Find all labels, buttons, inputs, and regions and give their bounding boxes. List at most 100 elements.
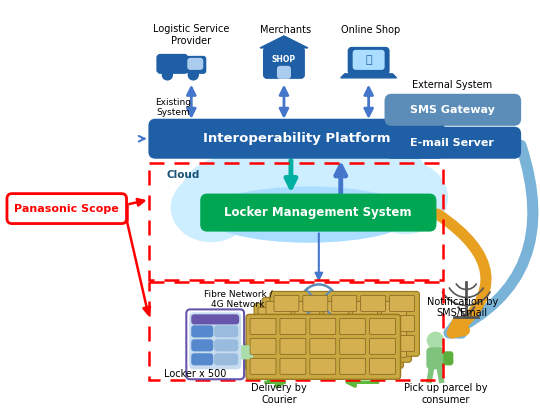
FancyBboxPatch shape <box>332 315 357 331</box>
Text: SHOP: SHOP <box>272 55 296 64</box>
FancyBboxPatch shape <box>258 327 283 344</box>
Ellipse shape <box>291 136 401 220</box>
FancyBboxPatch shape <box>274 335 299 351</box>
FancyBboxPatch shape <box>374 347 399 363</box>
FancyBboxPatch shape <box>361 295 386 311</box>
Text: Notification by
SMS/Email: Notification by SMS/Email <box>427 297 498 318</box>
Text: External System: External System <box>412 80 492 90</box>
FancyBboxPatch shape <box>201 195 435 231</box>
Ellipse shape <box>209 165 408 235</box>
FancyBboxPatch shape <box>303 315 328 331</box>
FancyBboxPatch shape <box>353 302 377 317</box>
FancyBboxPatch shape <box>303 295 328 311</box>
FancyBboxPatch shape <box>324 322 349 337</box>
FancyBboxPatch shape <box>186 309 244 379</box>
FancyBboxPatch shape <box>7 194 126 224</box>
FancyBboxPatch shape <box>310 318 336 334</box>
FancyBboxPatch shape <box>316 347 341 363</box>
FancyBboxPatch shape <box>370 318 395 334</box>
Text: Delivery by
Courier: Delivery by Courier <box>251 384 307 405</box>
FancyBboxPatch shape <box>389 295 415 311</box>
FancyBboxPatch shape <box>353 341 377 357</box>
FancyBboxPatch shape <box>345 307 370 324</box>
FancyBboxPatch shape <box>287 307 312 324</box>
Bar <box>150 282 443 380</box>
FancyBboxPatch shape <box>370 358 395 374</box>
FancyBboxPatch shape <box>233 344 255 362</box>
FancyBboxPatch shape <box>215 340 237 350</box>
FancyBboxPatch shape <box>266 302 291 317</box>
Circle shape <box>268 333 284 348</box>
FancyBboxPatch shape <box>345 327 370 344</box>
FancyBboxPatch shape <box>192 326 212 336</box>
FancyBboxPatch shape <box>274 295 299 311</box>
FancyBboxPatch shape <box>310 358 336 374</box>
FancyBboxPatch shape <box>354 51 383 69</box>
FancyBboxPatch shape <box>349 48 389 74</box>
FancyBboxPatch shape <box>266 322 291 337</box>
Text: Online Shop: Online Shop <box>341 25 400 35</box>
FancyBboxPatch shape <box>280 318 306 334</box>
Ellipse shape <box>248 131 363 219</box>
FancyBboxPatch shape <box>340 358 366 374</box>
FancyBboxPatch shape <box>188 59 202 69</box>
FancyBboxPatch shape <box>382 322 407 337</box>
Circle shape <box>188 70 198 80</box>
FancyBboxPatch shape <box>374 327 399 344</box>
FancyBboxPatch shape <box>345 347 370 363</box>
FancyBboxPatch shape <box>361 335 386 351</box>
FancyBboxPatch shape <box>268 348 284 368</box>
Text: Logistic Service
Provider: Logistic Service Provider <box>153 24 230 46</box>
FancyBboxPatch shape <box>215 326 237 336</box>
Text: SMS Gateway: SMS Gateway <box>410 105 495 115</box>
Text: Locker Management System: Locker Management System <box>224 206 411 219</box>
FancyBboxPatch shape <box>316 307 341 324</box>
Ellipse shape <box>181 157 281 233</box>
Circle shape <box>301 284 337 320</box>
FancyBboxPatch shape <box>250 358 276 374</box>
Ellipse shape <box>204 187 414 242</box>
Text: E-mail Server: E-mail Server <box>410 138 494 148</box>
FancyBboxPatch shape <box>287 327 312 344</box>
FancyBboxPatch shape <box>254 304 403 368</box>
FancyBboxPatch shape <box>192 340 212 350</box>
FancyBboxPatch shape <box>278 67 290 78</box>
FancyBboxPatch shape <box>361 315 386 331</box>
FancyBboxPatch shape <box>158 55 187 73</box>
Circle shape <box>197 358 209 370</box>
Text: Locker x 500: Locker x 500 <box>164 369 226 379</box>
FancyBboxPatch shape <box>316 327 341 344</box>
FancyBboxPatch shape <box>332 335 357 351</box>
FancyBboxPatch shape <box>324 302 349 317</box>
FancyBboxPatch shape <box>262 297 411 362</box>
Ellipse shape <box>363 162 447 233</box>
FancyBboxPatch shape <box>428 348 443 368</box>
FancyBboxPatch shape <box>374 307 399 324</box>
Text: Interoperability Platform: Interoperability Platform <box>203 132 390 145</box>
FancyBboxPatch shape <box>192 315 238 324</box>
Bar <box>150 163 443 280</box>
Polygon shape <box>341 74 396 78</box>
FancyBboxPatch shape <box>303 335 328 351</box>
FancyBboxPatch shape <box>389 315 415 331</box>
FancyBboxPatch shape <box>264 48 304 78</box>
Ellipse shape <box>214 142 318 222</box>
Text: Pick up parcel by
consumer: Pick up parcel by consumer <box>403 384 487 405</box>
FancyBboxPatch shape <box>280 338 306 354</box>
FancyBboxPatch shape <box>324 341 349 357</box>
FancyBboxPatch shape <box>280 358 306 374</box>
FancyBboxPatch shape <box>389 335 415 351</box>
Text: Merchants: Merchants <box>260 25 312 35</box>
FancyBboxPatch shape <box>187 57 205 73</box>
Text: Panasonic Scope: Panasonic Scope <box>15 204 119 214</box>
FancyBboxPatch shape <box>295 322 320 337</box>
Ellipse shape <box>171 174 251 242</box>
Text: Cloud: Cloud <box>167 170 200 180</box>
FancyBboxPatch shape <box>295 341 320 357</box>
FancyBboxPatch shape <box>250 318 276 334</box>
FancyBboxPatch shape <box>150 120 443 158</box>
FancyBboxPatch shape <box>295 302 320 317</box>
FancyBboxPatch shape <box>246 315 401 379</box>
Circle shape <box>235 358 247 370</box>
FancyBboxPatch shape <box>310 338 336 354</box>
